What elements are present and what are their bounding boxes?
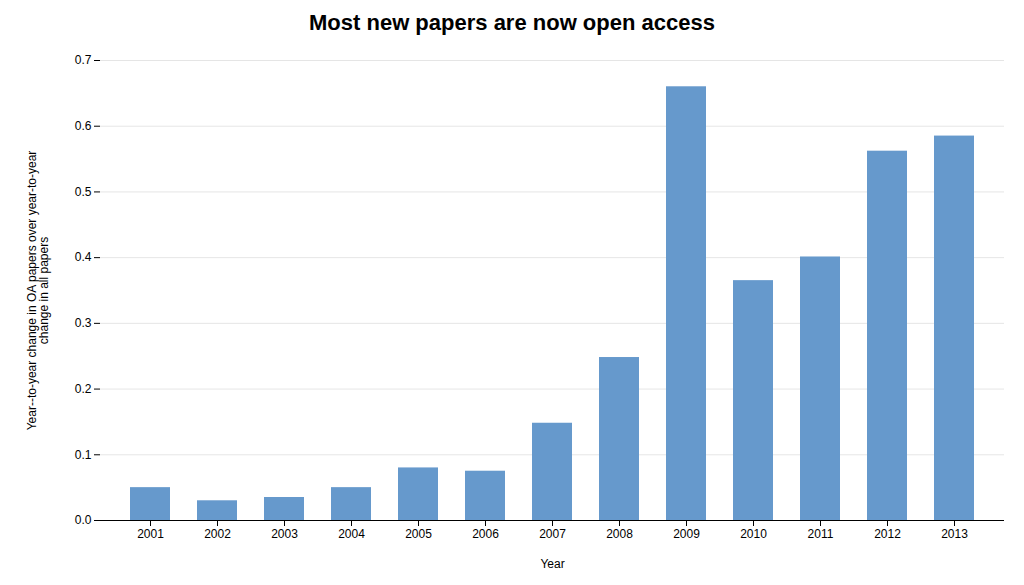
svg-text:2004: 2004 bbox=[338, 527, 365, 541]
html-text:Most new papers are now open a: Most new papers are now open access bbox=[309, 10, 715, 35]
svg-text:2011: 2011 bbox=[808, 527, 834, 541]
svg-text:0.0: 0.0 bbox=[75, 513, 92, 527]
svg-text:0.2: 0.2 bbox=[75, 382, 92, 396]
svg-text:Year: Year bbox=[540, 557, 564, 571]
svg-text:2012: 2012 bbox=[874, 527, 901, 541]
svg-text:2009: 2009 bbox=[673, 527, 700, 541]
svg-text:2013: 2013 bbox=[941, 527, 968, 541]
svg-text:0.3: 0.3 bbox=[75, 316, 92, 330]
svg-text:Year--to-year change in OA pap: Year--to-year change in OA papers over y… bbox=[25, 151, 51, 431]
svg-text:0.4: 0.4 bbox=[75, 250, 92, 264]
svg-text:2003: 2003 bbox=[271, 527, 298, 541]
svg-text:2005: 2005 bbox=[405, 527, 432, 541]
svg-text:2010: 2010 bbox=[740, 527, 767, 541]
svg-text:0.5: 0.5 bbox=[75, 185, 92, 199]
svg-text:0.1: 0.1 bbox=[75, 448, 92, 462]
svg-text:2001: 2001 bbox=[137, 527, 164, 541]
svg-text:2002: 2002 bbox=[204, 527, 231, 541]
svg-text:0.7: 0.7 bbox=[75, 53, 92, 67]
svg-text:2008: 2008 bbox=[606, 527, 633, 541]
svg-text:2007: 2007 bbox=[539, 527, 566, 541]
svg-text:0.6: 0.6 bbox=[75, 119, 92, 133]
svg-text:2006: 2006 bbox=[472, 527, 499, 541]
